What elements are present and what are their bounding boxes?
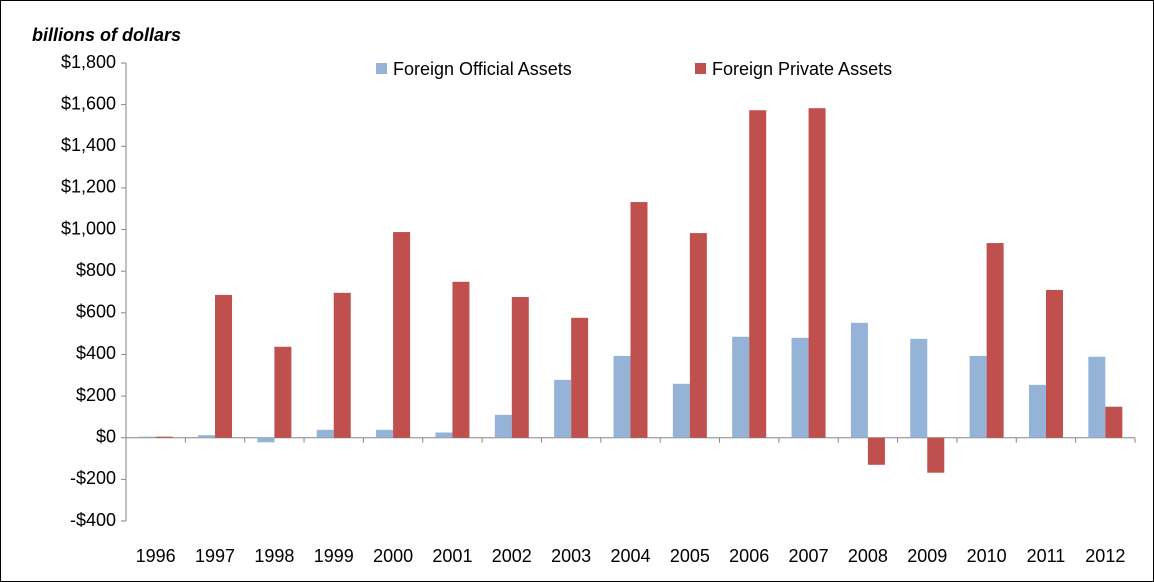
x-tick-label: 1996 xyxy=(136,546,176,566)
bar xyxy=(808,108,826,438)
y-tick-label: $600 xyxy=(76,302,116,322)
bar xyxy=(155,436,173,438)
y-tick-label: $1,000 xyxy=(61,218,116,238)
bar xyxy=(198,435,216,438)
bar xyxy=(791,337,809,438)
legend-swatch xyxy=(695,63,706,74)
bar xyxy=(986,243,1004,438)
bar xyxy=(1088,356,1106,438)
y-tick-label: $800 xyxy=(76,260,116,280)
bar xyxy=(732,336,750,438)
x-tick-label: 2008 xyxy=(848,546,888,566)
bar xyxy=(376,429,394,438)
y-tick-label: -$400 xyxy=(70,510,116,530)
bar xyxy=(749,110,767,438)
x-tick-label: 1997 xyxy=(195,546,235,566)
bar xyxy=(1045,289,1063,438)
y-tick-label: $1,200 xyxy=(61,177,116,197)
bar xyxy=(850,322,868,438)
x-tick-label: 1999 xyxy=(314,546,354,566)
bar xyxy=(274,346,292,438)
legend-label: Foreign Official Assets xyxy=(393,59,572,79)
bar xyxy=(393,232,411,438)
x-tick-label: 2001 xyxy=(432,546,472,566)
bar xyxy=(554,379,572,438)
bar xyxy=(215,294,233,438)
bar xyxy=(927,437,945,473)
y-tick-label: $400 xyxy=(76,343,116,363)
legend-swatch xyxy=(376,63,387,74)
bar xyxy=(333,292,351,438)
bar xyxy=(511,296,529,438)
bar xyxy=(1105,406,1123,438)
y-tick-label: $1,400 xyxy=(61,135,116,155)
bar xyxy=(435,432,453,438)
legend-label: Foreign Private Assets xyxy=(712,59,892,79)
y-axis-label: billions of dollars xyxy=(32,25,181,45)
y-tick-label: $200 xyxy=(76,385,116,405)
x-tick-label: 2003 xyxy=(551,546,591,566)
x-tick-label: 2011 xyxy=(1027,546,1066,566)
bar xyxy=(867,437,885,465)
bar xyxy=(613,355,631,438)
bar xyxy=(316,429,334,438)
x-tick-label: 1998 xyxy=(254,546,294,566)
y-tick-label: $0 xyxy=(96,426,116,446)
x-tick-label: 2000 xyxy=(373,546,413,566)
x-tick-label: 2012 xyxy=(1085,546,1125,566)
bar xyxy=(571,317,589,438)
bar xyxy=(630,202,648,438)
bar xyxy=(969,355,987,438)
y-tick-label: -$200 xyxy=(70,468,116,488)
x-tick-label: 2010 xyxy=(967,546,1007,566)
x-tick-label: 2004 xyxy=(610,546,650,566)
bar xyxy=(494,414,512,438)
bar xyxy=(689,233,707,438)
bar xyxy=(257,437,275,443)
bar xyxy=(672,383,690,438)
y-tick-label: $1,600 xyxy=(61,93,116,113)
x-tick-label: 2007 xyxy=(789,546,829,566)
x-tick-label: 2009 xyxy=(907,546,947,566)
y-tick-label: $1,800 xyxy=(61,52,116,72)
x-tick-label: 2005 xyxy=(670,546,710,566)
bar xyxy=(910,338,928,438)
bar xyxy=(1028,384,1046,438)
bar xyxy=(138,436,156,438)
x-tick-label: 2002 xyxy=(492,546,532,566)
x-tick-label: 2006 xyxy=(729,546,769,566)
bar xyxy=(452,281,470,438)
